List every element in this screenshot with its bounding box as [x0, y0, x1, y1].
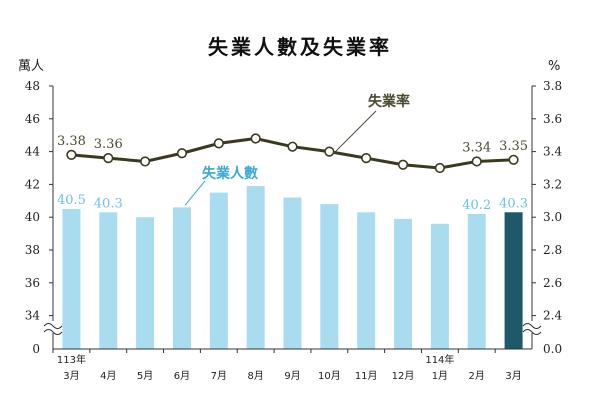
- right-axis-break: [522, 323, 542, 329]
- left-tick-label: 34: [25, 309, 41, 323]
- series-leader-rate: [332, 110, 377, 155]
- year-label: 114年: [425, 353, 454, 366]
- right-tick-label: 3.6: [543, 112, 562, 126]
- bar-data-label: 40.2: [462, 198, 491, 213]
- point-unemployment-rate: [471, 156, 482, 167]
- point-unemployment-rate: [434, 162, 445, 174]
- left-tick-label: 46: [25, 112, 40, 126]
- right-axis-unit: %: [548, 59, 560, 74]
- category-label: 7月: [211, 370, 227, 382]
- category-label: 11月: [355, 370, 378, 382]
- left-tick-label: 0: [32, 342, 40, 356]
- category-label: 4月: [100, 370, 116, 382]
- series-leader-unemployed: [184, 180, 206, 206]
- bar-unemployed: [62, 209, 81, 349]
- bar-data-label: 40.3: [94, 196, 123, 211]
- right-tick-label: 3.8: [543, 79, 562, 93]
- year-label: 113年: [57, 353, 86, 366]
- category-label: 9月: [284, 370, 300, 382]
- axis-break-mask: [524, 321, 540, 333]
- category-label: 12月: [392, 370, 415, 382]
- right-tick-label: 2.6: [543, 276, 562, 290]
- point-unemployment-rate: [176, 148, 188, 159]
- left-axis-break: [43, 323, 63, 329]
- point-unemployment-rate: [397, 159, 409, 170]
- left-tick-label: 48: [25, 79, 40, 93]
- chart-title: 失業人數及失業率: [208, 35, 392, 59]
- line-data-label: 3.35: [499, 139, 528, 154]
- bar-unemployed: [136, 217, 155, 349]
- category-label: 2月: [469, 370, 485, 382]
- point-unemployment-rate: [250, 133, 261, 144]
- point-unemployment-rate: [103, 153, 114, 164]
- right-tick-label: 3.2: [543, 177, 562, 191]
- bar-unemployed: [357, 212, 376, 349]
- left-tick-label: 44: [25, 145, 41, 159]
- category-label: 5月: [137, 370, 153, 382]
- point-unemployment-rate: [140, 156, 151, 167]
- point-unemployment-rate: [508, 154, 519, 165]
- right-axis-break: [522, 329, 542, 335]
- bar-unemployed: [283, 197, 302, 349]
- left-tick-label: 40: [25, 210, 40, 224]
- bar-unemployed: [99, 212, 118, 349]
- left-axis-break: [43, 329, 63, 335]
- category-label: 1月: [432, 370, 448, 382]
- bar-data-label: 40.3: [499, 196, 528, 211]
- bar-data-label: 40.5: [57, 193, 86, 208]
- bar-unemployed: [504, 212, 523, 349]
- category-label: 8月: [247, 370, 263, 382]
- left-tick-label: 36: [25, 276, 40, 290]
- point-unemployment-rate: [361, 153, 372, 164]
- line-data-label: 3.38: [57, 134, 86, 149]
- point-unemployment-rate: [213, 138, 224, 149]
- series-label-unemployed: 失業人數: [202, 165, 258, 182]
- right-tick-label: 2.8: [543, 243, 562, 257]
- bar-unemployed: [430, 223, 449, 349]
- category-label: 6月: [174, 370, 190, 382]
- series-label-rate: 失業率: [368, 93, 410, 110]
- bar-unemployed: [209, 192, 228, 349]
- right-tick-label: 0.0: [543, 342, 562, 356]
- right-tick-label: 3.0: [543, 210, 562, 224]
- category-label: 10月: [318, 370, 341, 382]
- left-tick-label: 42: [25, 177, 40, 191]
- point-unemployment-rate: [324, 146, 335, 157]
- category-label: 3月: [505, 370, 521, 382]
- bar-unemployed: [320, 204, 339, 349]
- point-unemployment-rate: [287, 141, 298, 152]
- line-data-label: 3.34: [462, 140, 491, 155]
- bar-unemployed: [172, 207, 191, 349]
- left-axis-unit: 萬人: [18, 59, 44, 74]
- right-tick-label: 2.4: [543, 309, 562, 323]
- bar-unemployed: [394, 218, 413, 349]
- bar-unemployed: [467, 213, 486, 349]
- left-tick-label: 38: [25, 243, 40, 257]
- line-data-label: 3.36: [94, 137, 123, 152]
- right-tick-label: 3.4: [543, 145, 562, 159]
- category-label: 3月: [63, 370, 79, 382]
- bar-unemployed: [246, 186, 265, 349]
- point-unemployment-rate: [66, 149, 77, 160]
- axis-break-mask: [45, 321, 61, 333]
